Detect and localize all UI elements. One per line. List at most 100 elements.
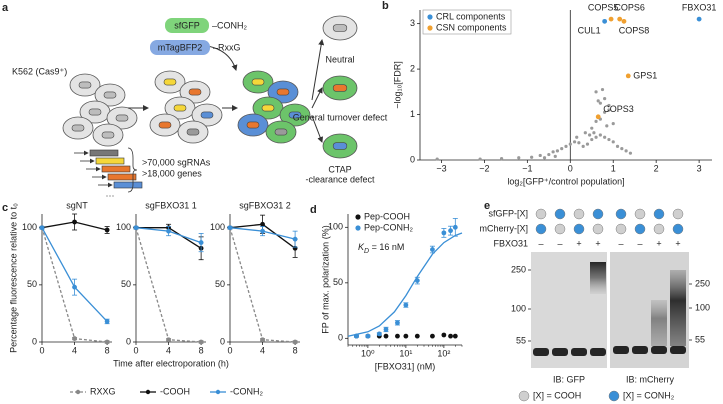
- lane-dot: [653, 223, 665, 235]
- series-line: [41, 227, 108, 322]
- panel-letter: b: [382, 0, 389, 12]
- nucleus: [71, 124, 85, 132]
- point: [625, 73, 631, 79]
- lane-dot: [672, 223, 684, 235]
- band: [651, 346, 667, 354]
- x-tick-label: 8: [293, 345, 298, 355]
- sgrna: [113, 181, 143, 189]
- reporter-box: [150, 40, 210, 55]
- lane-dot: [592, 208, 604, 220]
- point: [403, 333, 409, 339]
- x-tick-label: 4: [72, 345, 77, 355]
- point: [600, 87, 605, 92]
- point: [575, 135, 579, 139]
- point: [607, 103, 611, 108]
- nucleus: [251, 78, 265, 86]
- point: [72, 219, 77, 225]
- point: [628, 151, 633, 155]
- point: [452, 333, 458, 339]
- arrow: [311, 87, 323, 109]
- x-tick-label: 2: [654, 163, 659, 173]
- point: [435, 157, 439, 161]
- y-axis-label: −log₁₀[FDR]: [392, 61, 402, 109]
- brace: [127, 147, 138, 193]
- point: [260, 221, 265, 227]
- band: [552, 348, 568, 356]
- lane-dot: [634, 208, 646, 220]
- point-label: GPS1: [633, 70, 657, 80]
- nucleus: [274, 128, 288, 136]
- y-axis-label: FP of max. polarization (%): [320, 225, 330, 333]
- point: [602, 18, 608, 24]
- smear: [651, 300, 667, 346]
- outcome-label: CTAP: [328, 164, 351, 174]
- mw-marker: 100: [511, 303, 526, 313]
- panel-letter: a: [2, 2, 9, 14]
- point: [583, 131, 587, 135]
- legend-marker: [427, 14, 433, 20]
- legend-marker: [355, 214, 361, 220]
- point: [414, 333, 420, 339]
- lane-dot: [615, 223, 627, 235]
- fbxo31-sign: –: [557, 238, 562, 248]
- mw-marker: 250: [511, 264, 526, 274]
- lane-dot: [634, 223, 646, 235]
- point: [166, 228, 171, 234]
- point: [596, 99, 600, 103]
- point: [166, 337, 171, 343]
- x-tick-label: 10⁰: [361, 348, 375, 358]
- y-axis-label: Percentage fluorescence relative to t₀: [8, 203, 18, 353]
- nucleus: [186, 128, 200, 136]
- legend-marker: [215, 389, 221, 395]
- ellipsis: ···: [106, 190, 115, 200]
- reporter-box: [165, 18, 209, 33]
- y-tick-label: 100: [116, 222, 131, 232]
- x-tick-label: 0: [227, 345, 232, 355]
- x-tick-label: 8: [105, 345, 110, 355]
- annotation-part: D: [364, 248, 369, 255]
- point: [588, 133, 592, 137]
- nucleus: [88, 108, 102, 116]
- x-tick-label: 4: [166, 345, 171, 355]
- point: [395, 333, 400, 339]
- point: [227, 225, 233, 231]
- point: [603, 110, 607, 114]
- lane-dot: [535, 208, 547, 220]
- band: [670, 346, 686, 354]
- smear: [590, 262, 606, 294]
- point: [590, 126, 594, 130]
- x-axis-label: log₂[GFP⁺/control population]: [507, 176, 624, 186]
- y-tick-label: 0: [126, 336, 131, 346]
- nucleus: [163, 78, 177, 86]
- point: [403, 302, 409, 308]
- point: [595, 114, 601, 120]
- band: [533, 348, 549, 356]
- point: [39, 225, 45, 231]
- x-tick-label: 10¹: [399, 348, 412, 358]
- point: [133, 225, 139, 231]
- arrow: [311, 39, 325, 101]
- legend-label: Pep-CONH₂: [364, 222, 414, 232]
- sgrna: [95, 157, 125, 165]
- point: [581, 144, 585, 148]
- point: [104, 339, 110, 345]
- outcome-label: -clearance defect: [305, 174, 375, 184]
- chart-title: sgFBXO31 1: [145, 200, 197, 210]
- nucleus: [332, 142, 348, 150]
- point-label: COPS6: [614, 2, 645, 12]
- point: [564, 144, 568, 148]
- point-label: COPS3: [603, 104, 634, 114]
- point: [617, 16, 623, 22]
- library-text: >70,000 sgRNAs: [142, 157, 211, 167]
- cell-line: K562 (Cas9⁺): [12, 66, 67, 76]
- panel-a-diagram: sfGFP –CONH₂ mTagBFP2 –RxxG ··· >70,000 sgRNA…: [62, 15, 388, 200]
- chart-title: sgFBXO31 2: [239, 200, 291, 210]
- fbxo31-sign: +: [656, 238, 661, 248]
- blot-caption: IB: GFP: [553, 374, 585, 384]
- y-tick-label: 0: [410, 154, 415, 164]
- point: [292, 339, 298, 345]
- panel-letter: d: [310, 204, 317, 216]
- outcome-label: Neutral: [325, 54, 354, 64]
- y-tick-label: 50: [333, 277, 343, 287]
- point: [383, 333, 389, 339]
